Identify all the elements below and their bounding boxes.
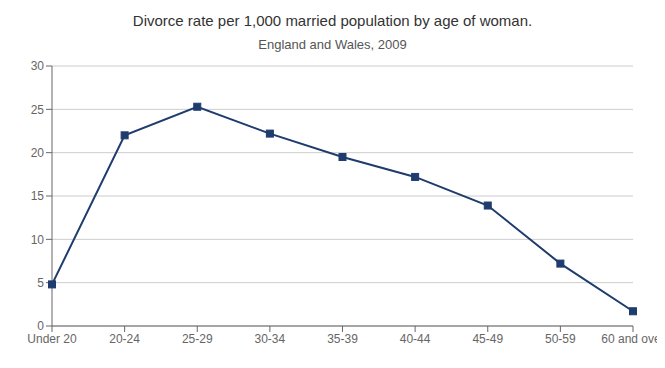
svg-text:5: 5 [37, 276, 44, 290]
svg-text:45-49: 45-49 [472, 332, 503, 346]
svg-text:60 and over: 60 and over [601, 332, 657, 346]
svg-text:30: 30 [31, 59, 45, 73]
svg-text:0: 0 [37, 319, 44, 333]
svg-text:25-29: 25-29 [182, 332, 213, 346]
svg-text:20-24: 20-24 [109, 332, 140, 346]
svg-text:35-39: 35-39 [327, 332, 358, 346]
svg-text:30-34: 30-34 [255, 332, 286, 346]
html-text:England and Wales, 2009: England and Wales, 2009 [258, 37, 407, 52]
svg-text:15: 15 [31, 189, 45, 203]
svg-text:Under 20: Under 20 [27, 332, 77, 346]
svg-text:20: 20 [31, 146, 45, 160]
svg-text:40-44: 40-44 [400, 332, 431, 346]
svg-text:50-59: 50-59 [545, 332, 576, 346]
svg-text:25: 25 [31, 103, 45, 117]
svg-text:10: 10 [31, 233, 45, 247]
html-text:Divorce rate per 1,000 married: Divorce rate per 1,000 married populatio… [132, 12, 533, 29]
